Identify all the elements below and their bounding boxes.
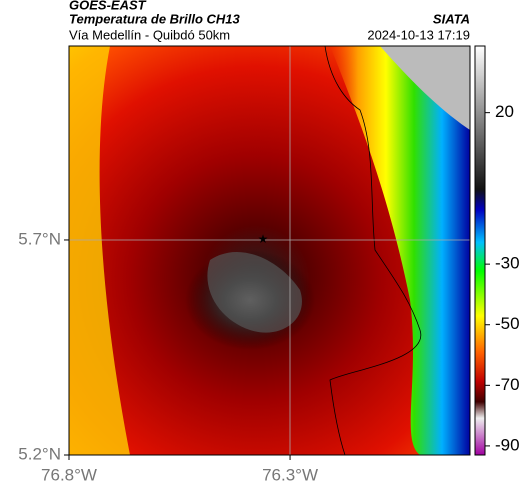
- lat-label: 5.7°N: [18, 229, 61, 248]
- colorbar-label: -70: [495, 375, 520, 394]
- colorbar-label: 20: [495, 102, 514, 121]
- satellite-image: ★: [69, 46, 470, 455]
- svg-text:★: ★: [258, 232, 269, 246]
- title: Temperatura de Brillo CH13: [69, 11, 241, 26]
- lat-label: 5.2°N: [18, 444, 61, 463]
- colorbar-label: -50: [495, 314, 520, 333]
- org: SIATA: [433, 11, 470, 26]
- lon-label: 76.3°W: [262, 465, 318, 484]
- colorbar-label: -30: [495, 254, 520, 273]
- colorbar-label: -90: [495, 435, 520, 454]
- subtitle: Vía Medellín - Quibdó 50km: [69, 27, 230, 42]
- datetime: 2024-10-13 17:19: [367, 27, 470, 42]
- source: GOES-EAST: [69, 0, 147, 12]
- lon-label: 76.8°W: [41, 465, 97, 484]
- colorbar: [474, 45, 486, 456]
